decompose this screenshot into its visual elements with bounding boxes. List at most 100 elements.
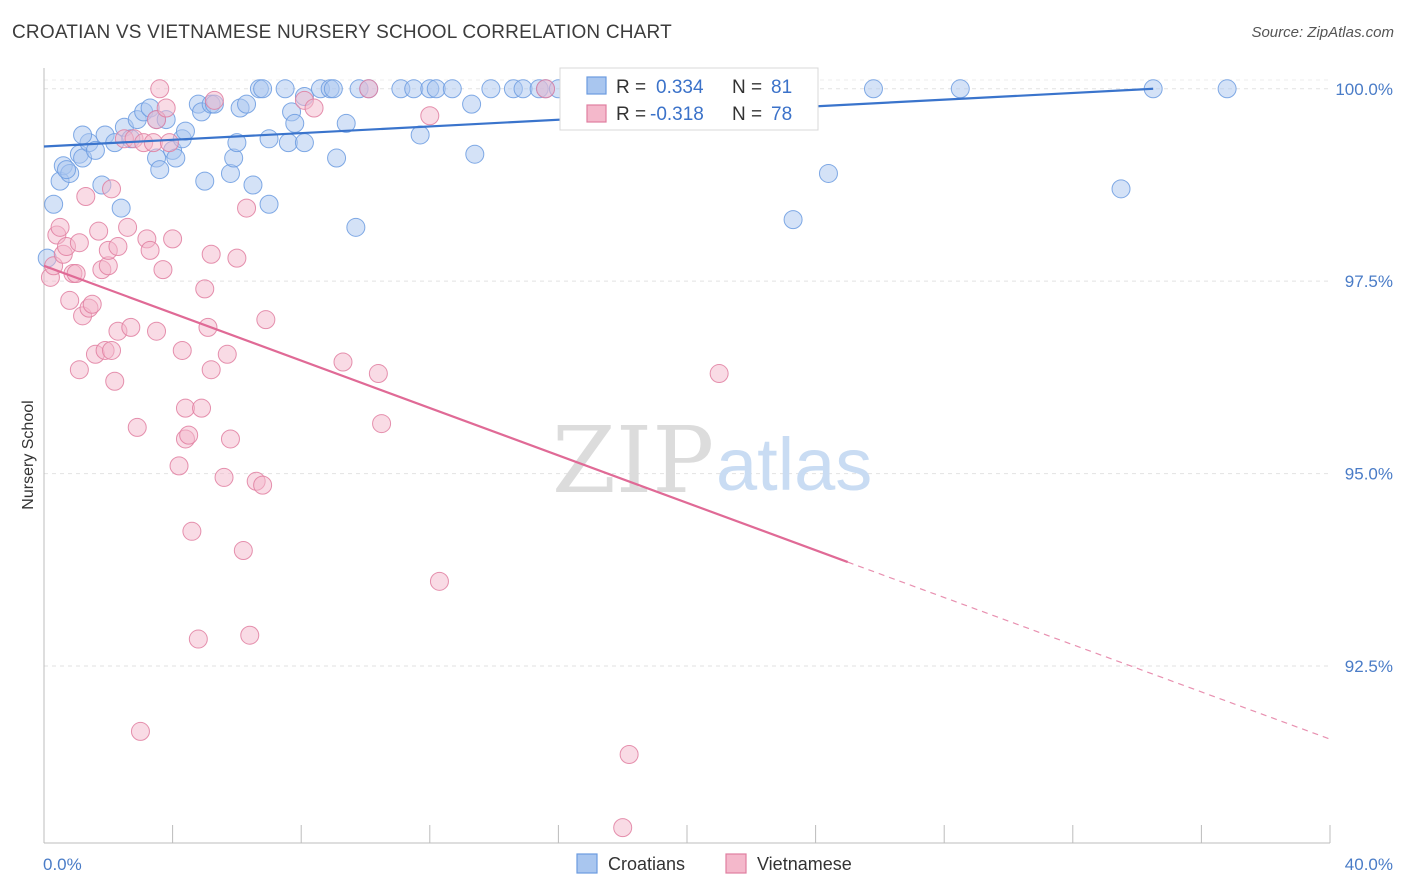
point-vietnamese-69 (359, 79, 379, 99)
point-croatians-76 (783, 210, 803, 230)
point-croatians-50 (323, 79, 343, 99)
point-vietnamese-6 (60, 290, 80, 310)
point-vietnamese-46 (175, 398, 195, 418)
point-croatians-53 (346, 217, 366, 237)
point-croatians-41 (259, 129, 279, 149)
point-croatians-63 (465, 144, 485, 164)
series-legend: Croatians Vietnamese (576, 853, 852, 874)
tick-labels: 100.0% 97.5% 95.0% 92.5% 0.0% 40.0% (43, 80, 1393, 874)
watermark-zip: ZIP (552, 407, 714, 514)
point-vietnamese-24 (108, 237, 128, 257)
point-vietnamese-9 (69, 233, 89, 253)
point-croatians-0 (44, 194, 64, 214)
point-croatians-9 (85, 140, 105, 160)
point-croatians-52 (336, 113, 356, 133)
point-vietnamese-42 (163, 229, 183, 249)
x-tick-label-1: 40.0% (1345, 855, 1393, 874)
point-croatians-45 (285, 113, 305, 133)
stat-r-value-2: -0.318 (650, 104, 704, 125)
point-vietnamese-47 (179, 425, 199, 445)
point-croatians-37 (243, 175, 263, 195)
point-vietnamese-57 (217, 344, 237, 364)
point-vietnamese-51 (195, 279, 215, 299)
point-croatians-60 (426, 79, 446, 99)
point-vietnamese-68 (333, 352, 353, 372)
point-vietnamese-44 (172, 340, 192, 360)
point-vietnamese-35 (143, 133, 163, 153)
point-vietnamese-67 (304, 98, 324, 118)
y-tick-label-2: 95.0% (1345, 465, 1393, 484)
y-tick-label-1: 97.5% (1345, 272, 1393, 291)
point-croatians-26 (175, 121, 195, 141)
point-croatians-39 (253, 79, 273, 99)
point-vietnamese-59 (227, 248, 247, 268)
point-croatians-21 (150, 160, 170, 180)
point-vietnamese-74 (536, 79, 556, 99)
point-vietnamese-64 (253, 475, 273, 495)
stat-r-value-1: 0.334 (656, 77, 704, 98)
point-vietnamese-38 (150, 79, 170, 99)
point-croatians-36 (237, 94, 257, 114)
point-vietnamese-50 (192, 398, 212, 418)
point-croatians-4 (57, 160, 77, 180)
point-vietnamese-23 (105, 371, 125, 391)
point-vietnamese-43 (169, 456, 189, 476)
point-vietnamese-30 (127, 417, 147, 437)
point-croatians-13 (111, 198, 131, 218)
point-vietnamese-56 (214, 467, 234, 487)
point-vietnamese-34 (140, 240, 160, 260)
chart-source: Source: ZipAtlas.com (1251, 24, 1394, 41)
legend-label-croatians: Croatians (608, 854, 685, 874)
point-croatians-78 (863, 79, 883, 99)
point-vietnamese-55 (204, 90, 224, 110)
point-croatians-66 (513, 79, 533, 99)
point-vietnamese-72 (429, 571, 449, 591)
point-vietnamese-22 (102, 179, 122, 199)
point-vietnamese-14 (82, 294, 102, 314)
watermark-atlas: atlas (716, 423, 872, 506)
point-vietnamese-71 (372, 414, 392, 434)
point-croatians-42 (275, 79, 295, 99)
point-croatians-61 (442, 79, 462, 99)
legend-label-vietnamese: Vietnamese (757, 854, 852, 874)
data-points (37, 79, 1237, 838)
point-vietnamese-3 (50, 217, 70, 237)
stat-n-label-2: N = (732, 104, 762, 125)
point-croatians-79 (950, 79, 970, 99)
x-tick-label-0: 0.0% (43, 855, 82, 874)
legend-swatch-vietnamese (725, 853, 747, 874)
point-vietnamese-36 (147, 321, 167, 341)
y-tick-label-3: 92.5% (1345, 657, 1393, 676)
point-vietnamese-49 (188, 629, 208, 649)
point-vietnamese-12 (76, 187, 96, 207)
point-vietnamese-53 (201, 360, 221, 380)
point-vietnamese-16 (89, 221, 109, 241)
point-croatians-58 (410, 125, 430, 145)
stat-swatch-vietnamese (586, 104, 607, 123)
stat-n-value-2: 78 (771, 104, 792, 125)
point-vietnamese-28 (121, 317, 141, 337)
point-croatians-57 (404, 79, 424, 99)
y-axis-label: Nursery School (20, 400, 37, 509)
point-vietnamese-40 (156, 98, 176, 118)
point-vietnamese-60 (233, 541, 253, 561)
point-vietnamese-54 (201, 244, 221, 264)
point-vietnamese-20 (102, 340, 122, 360)
point-vietnamese-10 (69, 360, 89, 380)
trend-line-vietnamese (43, 264, 849, 564)
point-croatians-8 (73, 125, 93, 145)
point-vietnamese-77 (709, 364, 729, 384)
point-croatians-40 (259, 194, 279, 214)
point-vietnamese-62 (240, 625, 260, 645)
stat-r-label-1: R = (616, 77, 646, 98)
watermark: ZIP atlas (552, 407, 872, 514)
point-croatians-46 (294, 133, 314, 153)
point-vietnamese-75 (613, 818, 633, 838)
point-vietnamese-39 (153, 260, 173, 280)
point-croatians-80 (1111, 179, 1131, 199)
point-croatians-34 (227, 133, 247, 153)
point-vietnamese-61 (237, 198, 257, 218)
point-vietnamese-73 (420, 106, 440, 126)
trend-line-dashed-vietnamese (847, 561, 1331, 740)
